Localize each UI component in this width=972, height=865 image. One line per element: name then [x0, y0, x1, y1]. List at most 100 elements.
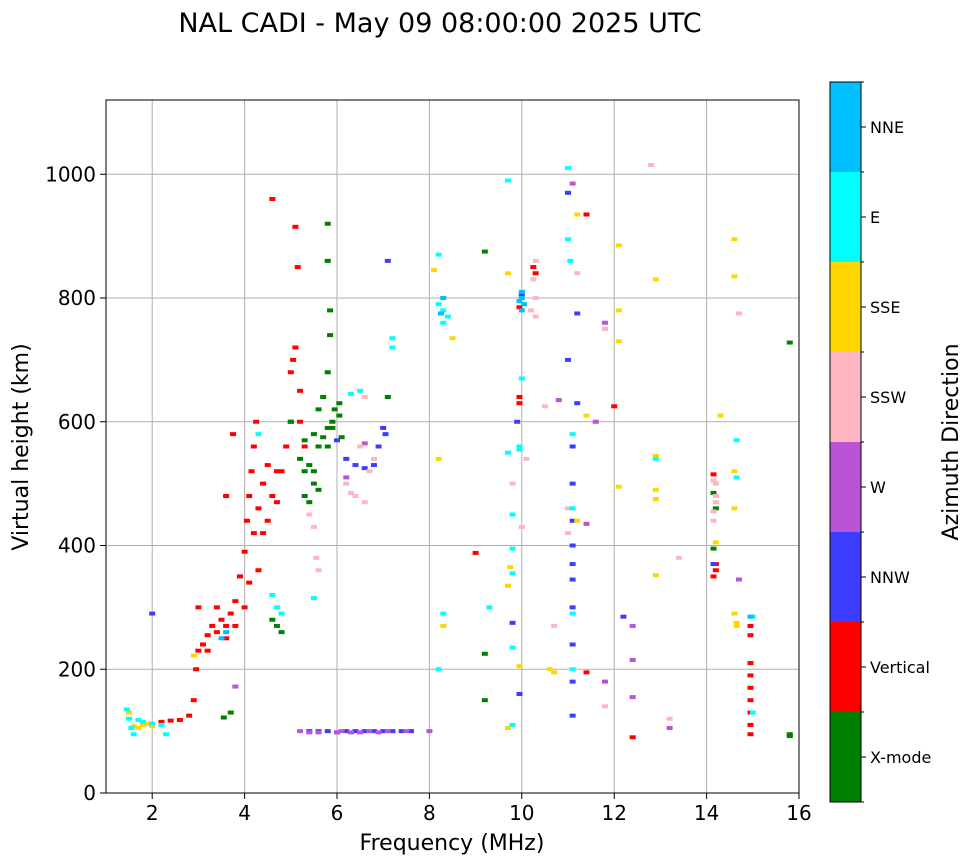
data-point [297, 729, 304, 734]
data-point [569, 181, 576, 186]
data-point [712, 540, 719, 545]
data-point [565, 166, 571, 171]
x-tick-label: 4 [238, 801, 251, 825]
data-point [195, 648, 202, 653]
data-point [352, 494, 359, 498]
data-point [384, 258, 391, 263]
data-point [126, 716, 133, 721]
data-point [255, 568, 262, 573]
series-ssw [306, 162, 742, 721]
data-point [334, 438, 340, 443]
data-point [343, 481, 350, 486]
data-point [246, 580, 253, 585]
data-point [223, 630, 230, 635]
data-point [717, 413, 724, 418]
data-point [611, 404, 618, 409]
data-point [435, 302, 442, 307]
data-point [449, 336, 456, 341]
data-point [437, 311, 444, 316]
data-point [444, 314, 451, 319]
data-point [504, 450, 511, 455]
data-point [352, 463, 359, 468]
data-point [223, 636, 230, 641]
data-point [516, 299, 523, 304]
data-point [569, 543, 576, 548]
data-point [733, 620, 740, 625]
data-point [735, 311, 742, 316]
data-point [389, 336, 396, 341]
data-point [357, 444, 364, 449]
data-point [255, 506, 262, 511]
data-point [315, 487, 322, 492]
data-point [652, 497, 659, 502]
data-point [324, 729, 331, 734]
data-point [583, 521, 590, 526]
x-tick-label: 14 [694, 801, 719, 825]
data-point [583, 670, 590, 675]
data-point [158, 719, 165, 724]
data-point [389, 729, 396, 734]
data-point [565, 506, 571, 511]
data-point [301, 469, 308, 474]
data-point [509, 546, 516, 551]
data-point [601, 679, 608, 684]
colorbar-label: Azimuth Direction [939, 343, 964, 540]
data-point [652, 487, 659, 492]
data-point [615, 308, 622, 313]
data-point [250, 531, 257, 536]
data-point [710, 562, 717, 567]
data-point [747, 661, 754, 666]
data-point [565, 357, 571, 362]
data-point [749, 710, 756, 715]
data-point [336, 413, 343, 418]
colorbar-tick-label: X-mode [870, 748, 931, 767]
data-point [324, 258, 331, 263]
data-point [569, 506, 576, 511]
data-point [253, 419, 260, 424]
x-tick-label: 2 [146, 801, 159, 825]
data-point [574, 401, 581, 406]
data-point [504, 726, 511, 731]
data-point [518, 308, 525, 313]
data-point [287, 419, 294, 424]
data-point [592, 419, 599, 424]
data-point [290, 357, 297, 362]
data-point [532, 258, 539, 263]
colorbar-segment [830, 442, 861, 532]
chart-title: NAL CADI - May 09 08:00:00 2025 UTC [178, 8, 701, 39]
data-point [269, 494, 276, 498]
data-point [232, 599, 239, 604]
data-point [435, 252, 442, 257]
x-tick-label: 12 [601, 801, 626, 825]
x-tick-label: 8 [423, 801, 436, 825]
data-point [747, 673, 754, 678]
data-point [481, 249, 488, 254]
data-point [209, 623, 216, 628]
colorbar-segment [830, 82, 861, 172]
data-point [507, 565, 514, 570]
data-point [569, 605, 576, 610]
data-point [361, 466, 368, 471]
data-point [731, 506, 738, 511]
data-point [731, 274, 738, 279]
colorbar-tick-label: SSW [870, 388, 906, 407]
y-tick-label: 200 [58, 657, 96, 681]
data-point [352, 729, 359, 734]
data-point [786, 340, 793, 345]
data-point [264, 463, 271, 468]
data-point [227, 611, 234, 616]
data-point [516, 401, 523, 406]
data-point [546, 667, 553, 672]
data-point [331, 407, 338, 412]
data-point [283, 444, 290, 449]
data-point [361, 395, 368, 399]
data-point [516, 664, 523, 669]
y-tick-label: 400 [58, 534, 96, 558]
data-point [504, 583, 511, 588]
data-point [158, 722, 165, 727]
data-point [269, 197, 276, 201]
data-point [516, 692, 523, 696]
data-point [652, 456, 659, 461]
data-point [260, 531, 267, 536]
data-point [518, 292, 525, 297]
